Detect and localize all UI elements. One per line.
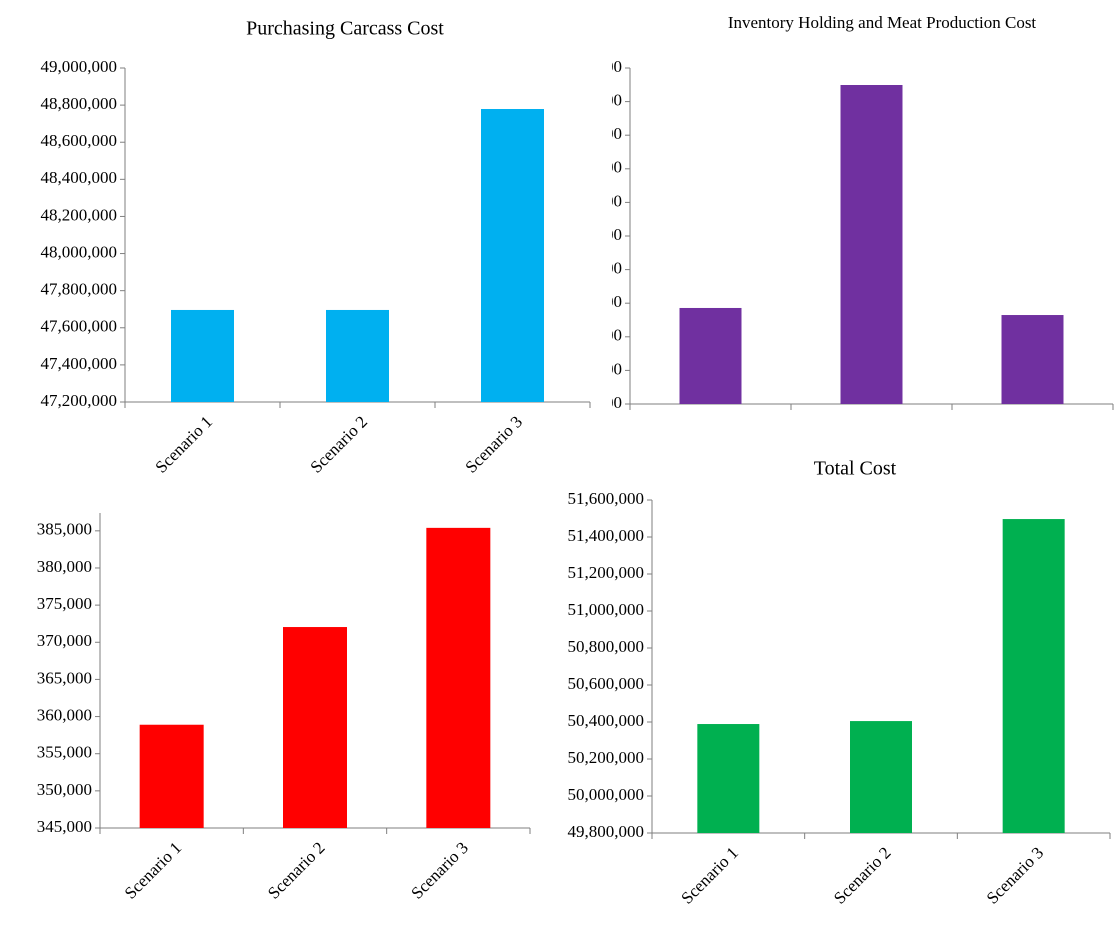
- y-tick-label: 49,000,000: [41, 57, 118, 76]
- y-axis: 345,000 350,000 355,000 360,000 365,000 370,0…: [37, 520, 92, 836]
- chart-title: Purchasing Carcass Cost: [246, 18, 444, 40]
- y-tick-label: 350,000: [37, 780, 92, 799]
- bar: [697, 724, 760, 833]
- y-tick-label: 2,336,000: [554, 91, 622, 110]
- y-tick-label: 47,400,000: [41, 354, 118, 373]
- y-tick-label: 365,000: [37, 668, 92, 687]
- y-tick-label: 2,331,500: [554, 393, 622, 412]
- y-tick-label: 375,000: [37, 594, 92, 613]
- y-tick-label: 48,000,000: [41, 242, 118, 261]
- y-tick-label: 385,000: [37, 520, 92, 539]
- y-tick-label: 2,332,000: [554, 359, 622, 378]
- y-tick-label: 48,200,000: [41, 205, 118, 224]
- y-tick-label: 345,000: [37, 817, 92, 836]
- x-tick-label: Scenario 2: [830, 843, 895, 908]
- y-tick-label: 50,600,000: [568, 674, 645, 693]
- x-tick-label: Scenario 3: [983, 843, 1048, 908]
- y-tick-label: 51,400,000: [568, 526, 645, 545]
- y-tick-label: 47,600,000: [41, 317, 118, 336]
- y-tick-label: 380,000: [37, 557, 92, 576]
- y-tick-label: 2,335,500: [554, 124, 622, 143]
- y-tick-label: 2,333,500: [554, 259, 622, 278]
- y-tick-label: 2,332,500: [554, 326, 622, 345]
- y-tick-label: 2,336,500: [554, 57, 622, 76]
- y-axis: 2,331,500 2,332,000 2,332,500 2,333,000 2,33…: [554, 57, 622, 412]
- y-tick-label: 48,600,000: [41, 131, 118, 150]
- chart: Purchasing Carcass Cost 47,200,000 47,400,…: [41, 18, 591, 477]
- bar: [481, 109, 544, 402]
- y-tick-label: 47,800,000: [41, 280, 118, 299]
- x-tick-label: Scenario 2: [307, 412, 372, 477]
- bar: [1002, 519, 1065, 833]
- chart: Inventory Holding and Meat Production Co…: [554, 13, 1114, 412]
- y-tick-label: 370,000: [37, 631, 92, 650]
- bar: [426, 527, 491, 828]
- y-tick-label: 50,200,000: [568, 748, 645, 767]
- bar: [840, 85, 903, 405]
- y-tick-label: 51,200,000: [568, 563, 645, 582]
- y-tick-label: 50,400,000: [568, 711, 645, 730]
- y-tick-label: 2,335,000: [554, 158, 622, 177]
- y-tick-label: 50,000,000: [568, 785, 645, 804]
- x-tick-label: Scenario 1: [677, 843, 742, 908]
- y-tick-label: 48,400,000: [41, 168, 118, 187]
- y-axis: 47,200,000 47,400,000 47,600,000 47,800,000…: [41, 57, 118, 410]
- y-tick-label: 355,000: [37, 743, 92, 762]
- bar: [171, 309, 234, 402]
- y-tick-label: 2,333,000: [554, 292, 622, 311]
- x-tick-label: Scenario 3: [407, 838, 472, 903]
- y-tick-label: 48,800,000: [41, 94, 118, 113]
- bar: [679, 307, 742, 404]
- x-tick-label: Scenario 3: [462, 412, 527, 477]
- bar: [283, 627, 347, 828]
- y-axis: 49,800,000 50,000,000 50,200,000 50,400,000…: [568, 489, 645, 841]
- y-tick-label: 2,334,500: [554, 191, 622, 210]
- y-tick-label: 47,200,000: [41, 391, 118, 410]
- chart-title: Total Cost: [814, 458, 897, 480]
- y-tick-label: 360,000: [37, 705, 92, 724]
- chart: Total Cost 49,800,000 50,000,000 50,200,000…: [568, 458, 1111, 908]
- y-tick-label: 51,000,000: [568, 600, 645, 619]
- x-tick-label: Scenario 1: [121, 838, 186, 903]
- bar: [850, 721, 912, 833]
- chart: 345,000 350,000 355,000 360,000 365,000 370,0…: [37, 513, 531, 903]
- y-tick-label: 50,800,000: [568, 637, 645, 656]
- y-tick-label: 49,800,000: [568, 822, 645, 841]
- y-tick-label: 51,600,000: [568, 489, 645, 508]
- chart-title: Inventory Holding and Meat Production Co…: [728, 13, 1037, 32]
- x-tick-label: Scenario 1: [152, 412, 217, 477]
- bar: [139, 724, 204, 828]
- y-tick-label: 2,334,000: [554, 225, 622, 244]
- bar: [1001, 315, 1064, 404]
- bar: [326, 309, 389, 402]
- x-tick-label: Scenario 2: [264, 838, 329, 903]
